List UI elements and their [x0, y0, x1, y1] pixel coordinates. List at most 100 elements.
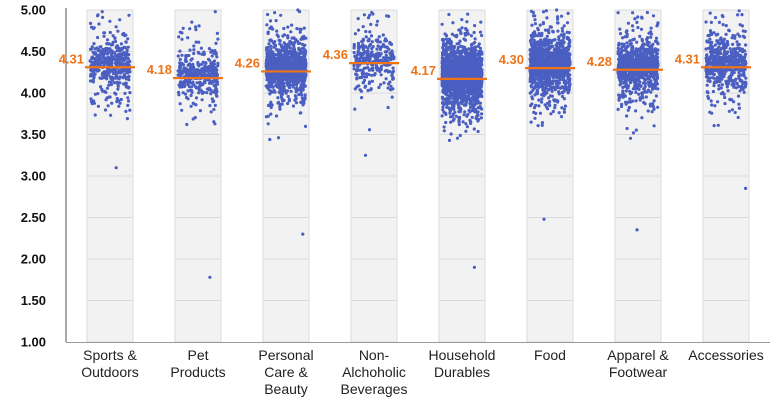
data-point [480, 51, 484, 55]
data-point [458, 39, 462, 43]
data-point [469, 50, 473, 55]
data-point [266, 84, 270, 88]
data-point [93, 72, 97, 76]
data-point [215, 82, 220, 86]
data-point [197, 91, 201, 95]
data-point [128, 108, 132, 112]
data-point [300, 42, 305, 47]
data-point [266, 45, 270, 49]
data-point [479, 83, 484, 87]
data-point [282, 98, 286, 102]
data-point [215, 72, 219, 76]
data-point [449, 132, 453, 136]
data-point [361, 45, 365, 50]
data-point [355, 77, 359, 81]
data-point [113, 54, 117, 58]
data-point [88, 59, 92, 63]
data-point [111, 56, 115, 60]
data-point [126, 99, 131, 103]
data-point [205, 87, 209, 91]
data-point [303, 51, 307, 56]
data-point [472, 73, 476, 77]
data-point [98, 58, 103, 62]
data-point [122, 69, 126, 73]
data-point [464, 55, 468, 59]
data-point [207, 72, 211, 76]
data-point [367, 128, 372, 132]
data-point [201, 66, 205, 70]
data-point [357, 51, 361, 55]
data-point [202, 90, 206, 94]
y-tick-label: 5.00 [21, 3, 46, 18]
data-point [476, 44, 480, 49]
data-point [269, 76, 273, 80]
data-point [266, 114, 270, 118]
data-point [207, 65, 211, 69]
data-point [124, 81, 128, 85]
data-point [106, 42, 110, 46]
data-point [365, 57, 369, 62]
data-point [537, 104, 541, 108]
data-point [189, 104, 193, 108]
data-point [89, 97, 93, 101]
data-point [194, 28, 198, 32]
data-point [467, 89, 471, 93]
data-point [460, 26, 464, 30]
data-point [192, 48, 196, 52]
data-point [303, 65, 307, 69]
data-point [272, 90, 276, 94]
data-point [452, 104, 456, 108]
data-point [388, 56, 392, 61]
data-point [390, 49, 394, 53]
data-point [215, 31, 219, 35]
data-point [441, 97, 445, 101]
data-point [466, 95, 471, 99]
data-point [198, 109, 202, 113]
data-point [303, 57, 307, 62]
data-point [109, 113, 113, 117]
data-point [269, 89, 273, 93]
data-point [190, 57, 194, 61]
data-point [292, 83, 296, 87]
data-point [279, 13, 283, 17]
data-point [388, 40, 392, 45]
data-point [379, 83, 383, 87]
data-point [463, 110, 467, 114]
data-point [449, 94, 453, 98]
data-point [267, 60, 272, 65]
data-point [473, 37, 477, 41]
data-point [178, 67, 182, 71]
data-point [386, 63, 390, 67]
data-point [376, 55, 380, 59]
data-point [449, 39, 453, 44]
data-point [117, 52, 121, 56]
data-point [89, 68, 93, 72]
data-point [354, 58, 358, 62]
data-point [471, 69, 475, 73]
data-point [105, 96, 109, 100]
data-point [293, 57, 297, 61]
data-point [104, 70, 108, 74]
data-point [443, 82, 447, 86]
data-point [99, 85, 103, 89]
data-point [180, 108, 184, 112]
data-point [113, 39, 118, 44]
data-point [120, 58, 124, 62]
data-point [298, 30, 302, 34]
data-point [125, 117, 129, 121]
data-point [127, 75, 131, 79]
data-point [209, 50, 213, 54]
data-point [444, 58, 449, 62]
data-point [447, 45, 451, 49]
data-point [126, 57, 130, 61]
data-point [534, 111, 538, 115]
data-point [465, 52, 469, 56]
data-point [382, 56, 386, 60]
data-point [440, 59, 444, 63]
data-point [294, 87, 298, 91]
data-point [469, 34, 473, 38]
data-point [369, 88, 373, 92]
data-point [370, 73, 374, 77]
data-point [101, 52, 105, 57]
data-point [116, 82, 120, 86]
